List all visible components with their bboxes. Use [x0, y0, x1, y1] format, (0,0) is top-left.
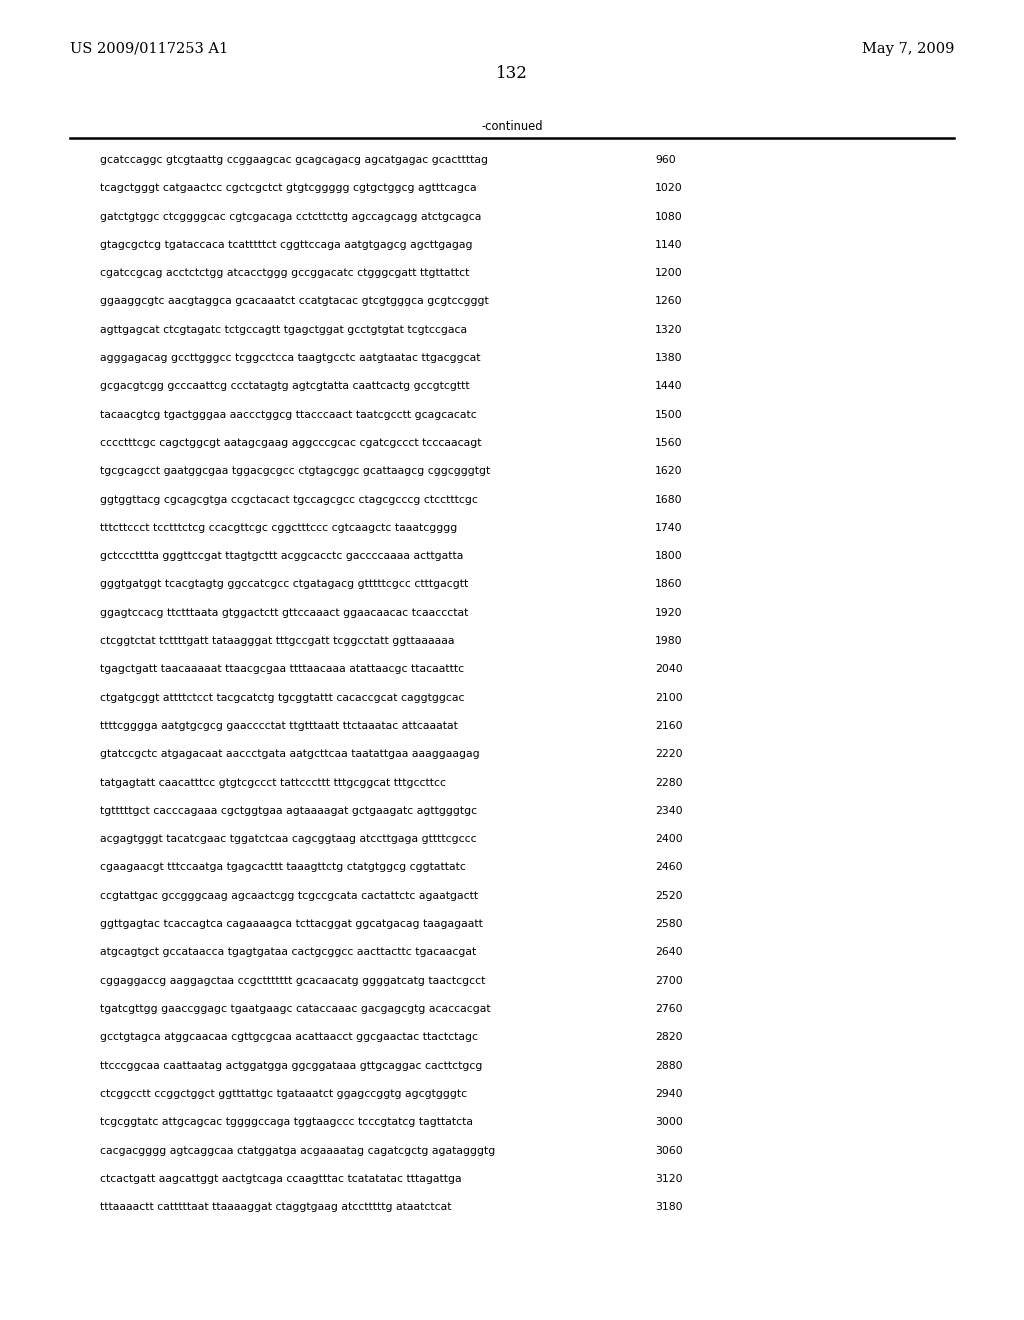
Text: tgatcgttgg gaaccggagc tgaatgaagc cataccaaac gacgagcgtg acaccacgat: tgatcgttgg gaaccggagc tgaatgaagc catacca… [100, 1005, 490, 1014]
Text: cgaagaacgt tttccaatga tgagcacttt taaagttctg ctatgtggcg cggtattatc: cgaagaacgt tttccaatga tgagcacttt taaagtt… [100, 862, 466, 873]
Text: 2400: 2400 [655, 834, 683, 845]
Text: 1740: 1740 [655, 523, 683, 533]
Text: 2820: 2820 [655, 1032, 683, 1043]
Text: tatgagtatt caacatttcc gtgtcgccct tattcccttt tttgcggcat tttgccttcc: tatgagtatt caacatttcc gtgtcgccct tattccc… [100, 777, 446, 788]
Text: cggaggaccg aaggagctaa ccgcttttttt gcacaacatg ggggatcatg taactcgcct: cggaggaccg aaggagctaa ccgcttttttt gcacaa… [100, 975, 485, 986]
Text: 2880: 2880 [655, 1060, 683, 1071]
Text: tgcgcagcct gaatggcgaa tggacgcgcc ctgtagcggc gcattaagcg cggcgggtgt: tgcgcagcct gaatggcgaa tggacgcgcc ctgtagc… [100, 466, 490, 477]
Text: 1440: 1440 [655, 381, 683, 392]
Text: gggtgatggt tcacgtagtg ggccatcgcc ctgatagacg gtttttcgcc ctttgacgtt: gggtgatggt tcacgtagtg ggccatcgcc ctgatag… [100, 579, 468, 590]
Text: 1800: 1800 [655, 552, 683, 561]
Text: ccgtattgac gccgggcaag agcaactcgg tcgccgcata cactattctc agaatgactt: ccgtattgac gccgggcaag agcaactcgg tcgccgc… [100, 891, 478, 900]
Text: tgtttttgct cacccagaaa cgctggtgaa agtaaaagat gctgaagatc agttgggtgc: tgtttttgct cacccagaaa cgctggtgaa agtaaaa… [100, 807, 477, 816]
Text: tttaaaactt catttttaat ttaaaaggat ctaggtgaag atcctttttg ataatctcat: tttaaaactt catttttaat ttaaaaggat ctaggtg… [100, 1203, 452, 1212]
Text: ggaaggcgtc aacgtaggca gcacaaatct ccatgtacac gtcgtgggca gcgtccgggt: ggaaggcgtc aacgtaggca gcacaaatct ccatgta… [100, 297, 488, 306]
Text: 1860: 1860 [655, 579, 683, 590]
Text: 2160: 2160 [655, 721, 683, 731]
Text: agggagacag gccttgggcc tcggcctcca taagtgcctc aatgtaatac ttgacggcat: agggagacag gccttgggcc tcggcctcca taagtgc… [100, 352, 480, 363]
Text: 1680: 1680 [655, 495, 683, 504]
Text: cacgacgggg agtcaggcaa ctatggatga acgaaaatag cagatcgctg agatagggtg: cacgacgggg agtcaggcaa ctatggatga acgaaaa… [100, 1146, 496, 1155]
Text: 1500: 1500 [655, 409, 683, 420]
Text: 3060: 3060 [655, 1146, 683, 1155]
Text: cccctttcgc cagctggcgt aatagcgaag aggcccgcac cgatcgccct tcccaacagt: cccctttcgc cagctggcgt aatagcgaag aggcccg… [100, 438, 481, 447]
Text: ggagtccacg ttctttaata gtggactctt gttccaaact ggaacaacac tcaaccctat: ggagtccacg ttctttaata gtggactctt gttccaa… [100, 607, 468, 618]
Text: 1620: 1620 [655, 466, 683, 477]
Text: tcgcggtatc attgcagcac tggggccaga tggtaagccc tcccgtatcg tagttatcta: tcgcggtatc attgcagcac tggggccaga tggtaag… [100, 1117, 473, 1127]
Text: ctgatgcggt attttctcct tacgcatctg tgcggtattt cacaccgcat caggtggcac: ctgatgcggt attttctcct tacgcatctg tgcggta… [100, 693, 465, 702]
Text: 1320: 1320 [655, 325, 683, 335]
Text: cgatccgcag acctctctgg atcacctggg gccggacatc ctgggcgatt ttgttattct: cgatccgcag acctctctgg atcacctggg gccggac… [100, 268, 469, 279]
Text: US 2009/0117253 A1: US 2009/0117253 A1 [70, 42, 228, 55]
Text: ggttgagtac tcaccagtca cagaaaagca tcttacggat ggcatgacag taagagaatt: ggttgagtac tcaccagtca cagaaaagca tcttacg… [100, 919, 483, 929]
Text: 1380: 1380 [655, 352, 683, 363]
Text: 2760: 2760 [655, 1005, 683, 1014]
Text: 1140: 1140 [655, 240, 683, 249]
Text: gtagcgctcg tgataccaca tcatttttct cggttccaga aatgtgagcg agcttgagag: gtagcgctcg tgataccaca tcatttttct cggttcc… [100, 240, 472, 249]
Text: ttttcgggga aatgtgcgcg gaacccctat ttgtttaatt ttctaaatac attcaaatat: ttttcgggga aatgtgcgcg gaacccctat ttgttta… [100, 721, 458, 731]
Text: atgcagtgct gccataacca tgagtgataa cactgcggcc aacttacttc tgacaacgat: atgcagtgct gccataacca tgagtgataa cactgcg… [100, 948, 476, 957]
Text: 960: 960 [655, 154, 676, 165]
Text: 2640: 2640 [655, 948, 683, 957]
Text: gatctgtggc ctcggggcac cgtcgacaga cctcttcttg agccagcagg atctgcagca: gatctgtggc ctcggggcac cgtcgacaga cctcttc… [100, 211, 481, 222]
Text: 1080: 1080 [655, 211, 683, 222]
Text: 2940: 2940 [655, 1089, 683, 1098]
Text: 3180: 3180 [655, 1203, 683, 1212]
Text: 2520: 2520 [655, 891, 683, 900]
Text: 3120: 3120 [655, 1173, 683, 1184]
Text: gcgacgtcgg gcccaattcg ccctatagtg agtcgtatta caattcactg gccgtcgttt: gcgacgtcgg gcccaattcg ccctatagtg agtcgta… [100, 381, 470, 392]
Text: 2100: 2100 [655, 693, 683, 702]
Text: agttgagcat ctcgtagatc tctgccagtt tgagctggat gcctgtgtat tcgtccgaca: agttgagcat ctcgtagatc tctgccagtt tgagctg… [100, 325, 467, 335]
Text: gcctgtagca atggcaacaa cgttgcgcaa acattaacct ggcgaactac ttactctagc: gcctgtagca atggcaacaa cgttgcgcaa acattaa… [100, 1032, 478, 1043]
Text: tgagctgatt taacaaaaat ttaacgcgaa ttttaacaaa atattaacgc ttacaatttc: tgagctgatt taacaaaaat ttaacgcgaa ttttaac… [100, 664, 464, 675]
Text: gcatccaggc gtcgtaattg ccggaagcac gcagcagacg agcatgagac gcacttttag: gcatccaggc gtcgtaattg ccggaagcac gcagcag… [100, 154, 488, 165]
Text: 1920: 1920 [655, 607, 683, 618]
Text: -continued: -continued [481, 120, 543, 133]
Text: 2580: 2580 [655, 919, 683, 929]
Text: ttcccggcaa caattaatag actggatgga ggcggataaa gttgcaggac cacttctgcg: ttcccggcaa caattaatag actggatgga ggcggat… [100, 1060, 482, 1071]
Text: tttcttccct tcctttctcg ccacgttcgc cggctttccc cgtcaagctc taaatcgggg: tttcttccct tcctttctcg ccacgttcgc cggcttt… [100, 523, 458, 533]
Text: gctccctttta gggttccgat ttagtgcttt acggcacctc gaccccaaaa acttgatta: gctccctttta gggttccgat ttagtgcttt acggca… [100, 552, 464, 561]
Text: 3000: 3000 [655, 1117, 683, 1127]
Text: tcagctgggt catgaactcc cgctcgctct gtgtcggggg cgtgctggcg agtttcagca: tcagctgggt catgaactcc cgctcgctct gtgtcgg… [100, 183, 476, 193]
Text: tacaacgtcg tgactgggaa aaccctggcg ttacccaact taatcgcctt gcagcacatc: tacaacgtcg tgactgggaa aaccctggcg ttaccca… [100, 409, 477, 420]
Text: ctcactgatt aagcattggt aactgtcaga ccaagtttac tcatatatac tttagattga: ctcactgatt aagcattggt aactgtcaga ccaagtt… [100, 1173, 462, 1184]
Text: ctcggcctt ccggctggct ggtttattgc tgataaatct ggagccggtg agcgtgggtc: ctcggcctt ccggctggct ggtttattgc tgataaat… [100, 1089, 467, 1098]
Text: 2700: 2700 [655, 975, 683, 986]
Text: 2340: 2340 [655, 807, 683, 816]
Text: 2460: 2460 [655, 862, 683, 873]
Text: 1260: 1260 [655, 297, 683, 306]
Text: 1200: 1200 [655, 268, 683, 279]
Text: acgagtgggt tacatcgaac tggatctcaa cagcggtaag atccttgaga gttttcgccc: acgagtgggt tacatcgaac tggatctcaa cagcggt… [100, 834, 476, 845]
Text: ctcggtctat tcttttgatt tataagggat tttgccgatt tcggcctatt ggttaaaaaa: ctcggtctat tcttttgatt tataagggat tttgccg… [100, 636, 455, 645]
Text: 2040: 2040 [655, 664, 683, 675]
Text: 1560: 1560 [655, 438, 683, 447]
Text: 1020: 1020 [655, 183, 683, 193]
Text: gtatccgctc atgagacaat aaccctgata aatgcttcaa taatattgaa aaaggaagag: gtatccgctc atgagacaat aaccctgata aatgctt… [100, 750, 479, 759]
Text: May 7, 2009: May 7, 2009 [861, 42, 954, 55]
Text: 2220: 2220 [655, 750, 683, 759]
Text: 132: 132 [496, 65, 528, 82]
Text: ggtggttacg cgcagcgtga ccgctacact tgccagcgcc ctagcgcccg ctcctttcgc: ggtggttacg cgcagcgtga ccgctacact tgccagc… [100, 495, 478, 504]
Text: 2280: 2280 [655, 777, 683, 788]
Text: 1980: 1980 [655, 636, 683, 645]
